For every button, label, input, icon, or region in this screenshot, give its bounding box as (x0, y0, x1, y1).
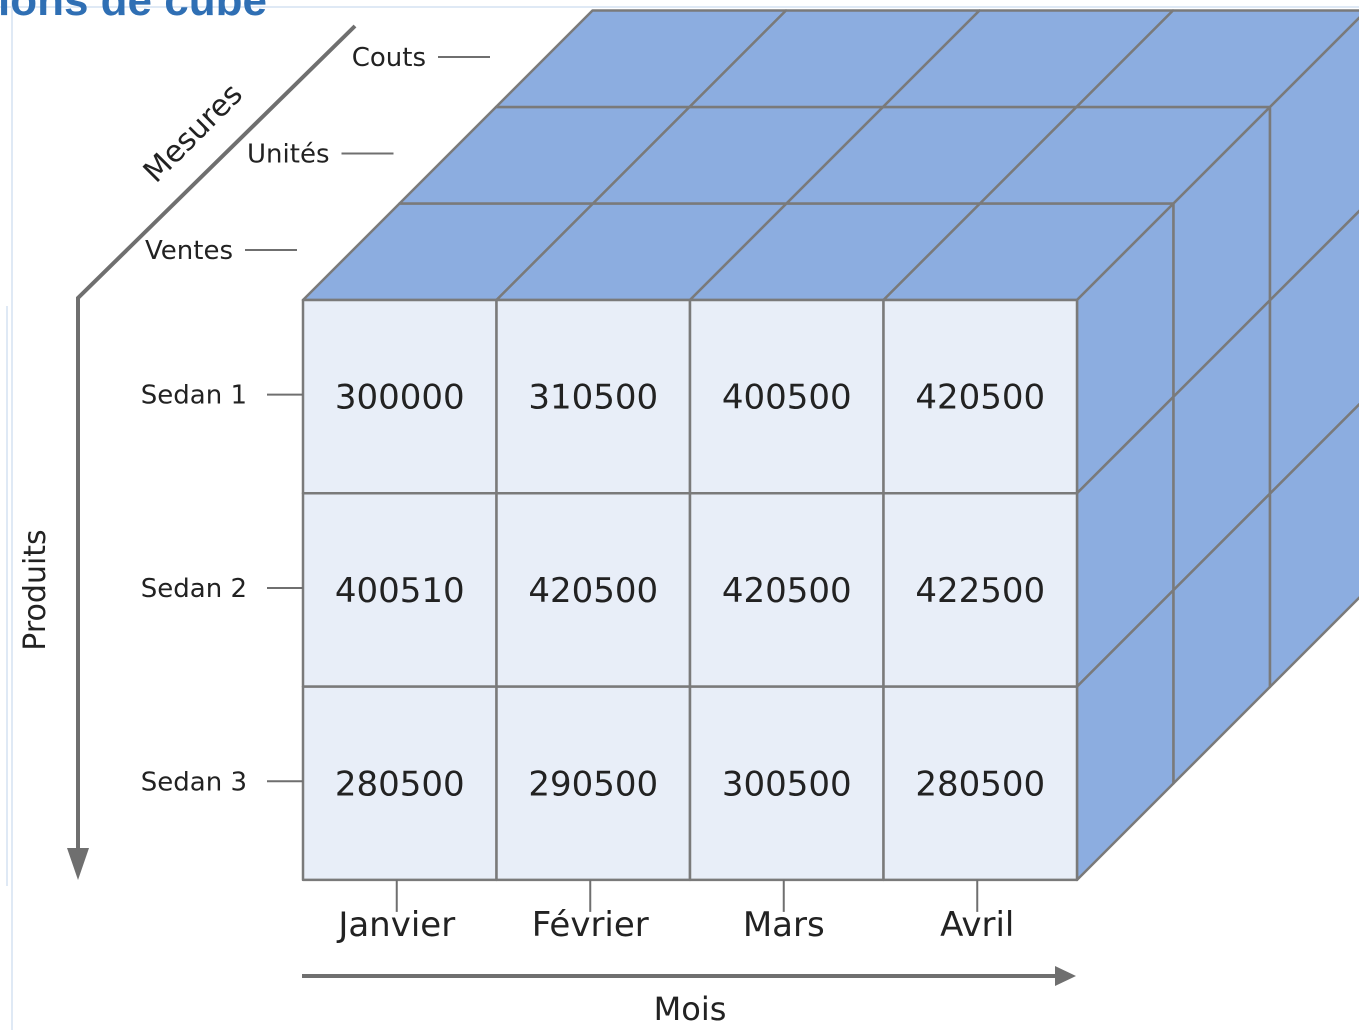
product-label: Sedan 2 (141, 574, 247, 604)
cube-front-cell (495, 298, 692, 495)
months-axis-label: Mois (654, 990, 727, 1028)
cube-front-cell (688, 685, 885, 882)
cube-front-cell (495, 685, 692, 882)
products-axis-arrowhead (67, 848, 89, 880)
cell-value: 400510 (335, 571, 465, 611)
products-axis-label: Produits (18, 529, 53, 650)
measure-label: Ventes (145, 236, 233, 266)
product-label: Sedan 3 (141, 767, 247, 797)
slide-guide-bracket (6, 306, 8, 886)
cell-value: 420500 (915, 378, 1045, 418)
measure-label: Couts (352, 43, 426, 73)
cube-front-cell (301, 298, 498, 495)
slide-guide-top (0, 6, 1359, 8)
cell-value: 422500 (915, 571, 1045, 611)
month-label: Avril (940, 905, 1014, 945)
month-label: Février (532, 905, 649, 945)
cube-front-cell (882, 685, 1079, 882)
cell-value: 420500 (528, 571, 658, 611)
cell-value: 300500 (722, 764, 852, 804)
measures-axis-line (76, 24, 357, 855)
cell-value: 310500 (528, 378, 658, 418)
page-title: ions de cube (0, 0, 267, 25)
months-axis-arrowhead (1055, 966, 1076, 986)
measures-axis-label: Mesures (137, 77, 250, 190)
measure-label: Unités (247, 140, 329, 170)
cell-value: 280500 (335, 764, 465, 804)
cube-side-cell (1268, 16, 1359, 302)
cell-value: 290500 (528, 764, 658, 804)
cube-front-cell (301, 492, 498, 688)
cube-side-cell (1268, 209, 1359, 495)
cube-side-cell (1268, 402, 1359, 689)
product-label: Sedan 1 (141, 381, 247, 411)
slide-guide-left (11, 0, 13, 1030)
cube-front-cell (301, 685, 498, 882)
cell-value: 300000 (335, 378, 465, 418)
month-label: Mars (743, 905, 825, 945)
cube-front-cell (495, 492, 692, 688)
month-label: Janvier (336, 905, 455, 945)
cube-top-cell (1075, 9, 1359, 109)
cell-value: 400500 (722, 378, 852, 418)
cube-labels: 300000 310500 400500 420500 400510 420500 4205… (141, 43, 1045, 945)
cube-faces (301, 9, 1359, 882)
cell-value: 280500 (915, 764, 1045, 804)
cell-value: 420500 (722, 571, 852, 611)
